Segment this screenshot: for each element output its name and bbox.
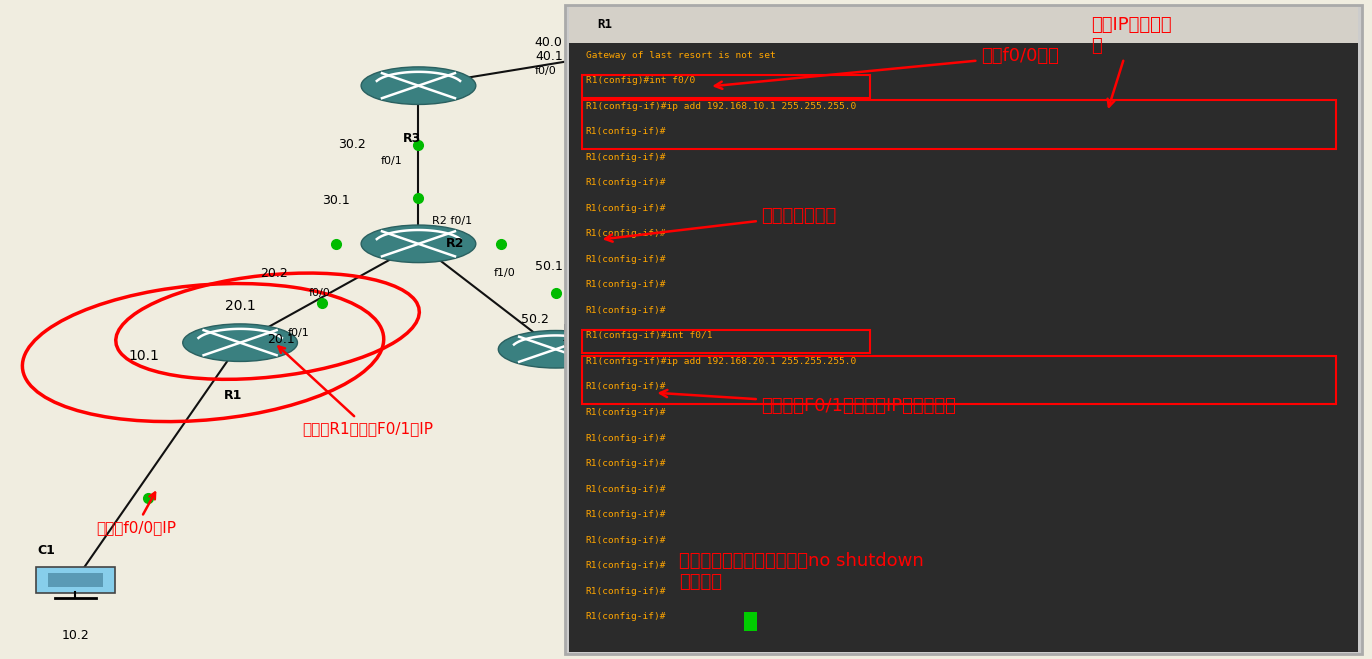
Text: R1: R1 bbox=[224, 389, 243, 402]
FancyBboxPatch shape bbox=[569, 7, 1358, 43]
Text: 每个接口配置完成后需要用no shutdown
开启端口: 每个接口配置完成后需要用no shutdown 开启端口 bbox=[679, 552, 923, 590]
Text: C3: C3 bbox=[750, 0, 768, 3]
Text: 40.1: 40.1 bbox=[535, 49, 563, 63]
Text: 50.2: 50.2 bbox=[521, 313, 549, 326]
Bar bbox=[744, 612, 757, 631]
Text: 需要在接口模式: 需要在接口模式 bbox=[605, 207, 837, 242]
Text: R1(config-if)#: R1(config-if)# bbox=[586, 587, 667, 596]
Text: R1(config-if)#: R1(config-if)# bbox=[586, 255, 667, 264]
Ellipse shape bbox=[361, 225, 476, 262]
Text: 20.1: 20.1 bbox=[268, 333, 295, 346]
Bar bbox=[582, 356, 1336, 404]
FancyBboxPatch shape bbox=[36, 567, 115, 593]
Text: 10.1: 10.1 bbox=[129, 349, 159, 363]
Text: R4: R4 bbox=[563, 324, 578, 335]
Text: 30.1: 30.1 bbox=[322, 194, 350, 208]
Text: R1(config-if)#: R1(config-if)# bbox=[586, 561, 667, 570]
Text: R1(config-if)#ip add 192.168.20.1 255.255.255.0: R1(config-if)#ip add 192.168.20.1 255.25… bbox=[586, 357, 856, 366]
Text: R1(config-if)#: R1(config-if)# bbox=[586, 459, 667, 468]
FancyBboxPatch shape bbox=[569, 43, 1358, 652]
Text: R1(config-if)#: R1(config-if)# bbox=[586, 536, 667, 544]
Text: Gateway of last resort is not set: Gateway of last resort is not set bbox=[586, 51, 775, 60]
FancyBboxPatch shape bbox=[565, 5, 1362, 654]
Bar bbox=[582, 100, 1336, 149]
Text: 同理进入F0/1接口配置IP和子网掩码: 同理进入F0/1接口配置IP和子网掩码 bbox=[660, 390, 956, 415]
Text: f0/0: f0/0 bbox=[309, 288, 331, 299]
Text: 40.0: 40.0 bbox=[535, 36, 563, 49]
Text: 30.2: 30.2 bbox=[339, 138, 366, 152]
Text: R1(config-if)#: R1(config-if)# bbox=[586, 306, 667, 315]
Text: R1(config-if)#: R1(config-if)# bbox=[586, 434, 667, 443]
Text: R2 f0/1: R2 f0/1 bbox=[432, 215, 472, 226]
Text: R3: R3 bbox=[402, 132, 421, 145]
Ellipse shape bbox=[498, 331, 613, 368]
Text: R1(config-if)#: R1(config-if)# bbox=[586, 484, 667, 494]
Bar bbox=[582, 75, 870, 98]
Text: 这里是f0/0的IP: 这里是f0/0的IP bbox=[96, 492, 176, 534]
FancyBboxPatch shape bbox=[48, 573, 103, 587]
Text: R1(config-if)#: R1(config-if)# bbox=[586, 510, 667, 519]
Text: 50.1: 50.1 bbox=[535, 260, 563, 273]
Text: R1(config-if)#: R1(config-if)# bbox=[586, 281, 667, 289]
FancyBboxPatch shape bbox=[749, 13, 829, 40]
Text: R1(config-if)#: R1(config-if)# bbox=[586, 229, 667, 239]
Ellipse shape bbox=[182, 324, 298, 361]
Bar bbox=[582, 330, 870, 353]
Text: R4: R4 bbox=[583, 343, 601, 356]
Text: R1(config-if)#: R1(config-if)# bbox=[586, 127, 667, 136]
Text: f0/0: f0/0 bbox=[563, 337, 584, 348]
Text: 进入f0/0接口: 进入f0/0接口 bbox=[715, 47, 1059, 89]
Text: R2: R2 bbox=[446, 237, 464, 250]
Text: f0/1: f0/1 bbox=[288, 328, 310, 338]
Text: R1(config-if)#: R1(config-if)# bbox=[586, 408, 667, 417]
FancyBboxPatch shape bbox=[761, 19, 816, 34]
Text: f0/1: f0/1 bbox=[380, 156, 402, 167]
Ellipse shape bbox=[361, 67, 476, 104]
Text: R1(config-if)#: R1(config-if)# bbox=[586, 179, 667, 187]
Text: f0/0: f0/0 bbox=[535, 66, 557, 76]
Text: R1(config-if)#: R1(config-if)# bbox=[586, 204, 667, 213]
Text: 配置IP和子网掩
码: 配置IP和子网掩 码 bbox=[1091, 16, 1172, 107]
Text: C1: C1 bbox=[37, 544, 55, 557]
Text: 20.2: 20.2 bbox=[261, 267, 288, 280]
Text: R1(config)#int f0/0: R1(config)#int f0/0 bbox=[586, 76, 696, 85]
Text: R1(config-if)#: R1(config-if)# bbox=[586, 382, 667, 391]
Text: R1(config-if)#: R1(config-if)# bbox=[586, 612, 667, 621]
Text: 20.1: 20.1 bbox=[225, 299, 255, 314]
Text: R1: R1 bbox=[597, 18, 612, 31]
Text: 这里是R1路由的F0/1的IP: 这里是R1路由的F0/1的IP bbox=[279, 347, 432, 436]
Text: R1(config-if)#: R1(config-if)# bbox=[586, 153, 667, 162]
Text: f1/0: f1/0 bbox=[494, 268, 516, 279]
Text: R1(config-if)#int f0/1: R1(config-if)#int f0/1 bbox=[586, 331, 712, 341]
Text: 10.2: 10.2 bbox=[62, 629, 89, 643]
Text: R1(config-if)#ip add 192.168.10.1 255.255.255.0: R1(config-if)#ip add 192.168.10.1 255.25… bbox=[586, 101, 856, 111]
